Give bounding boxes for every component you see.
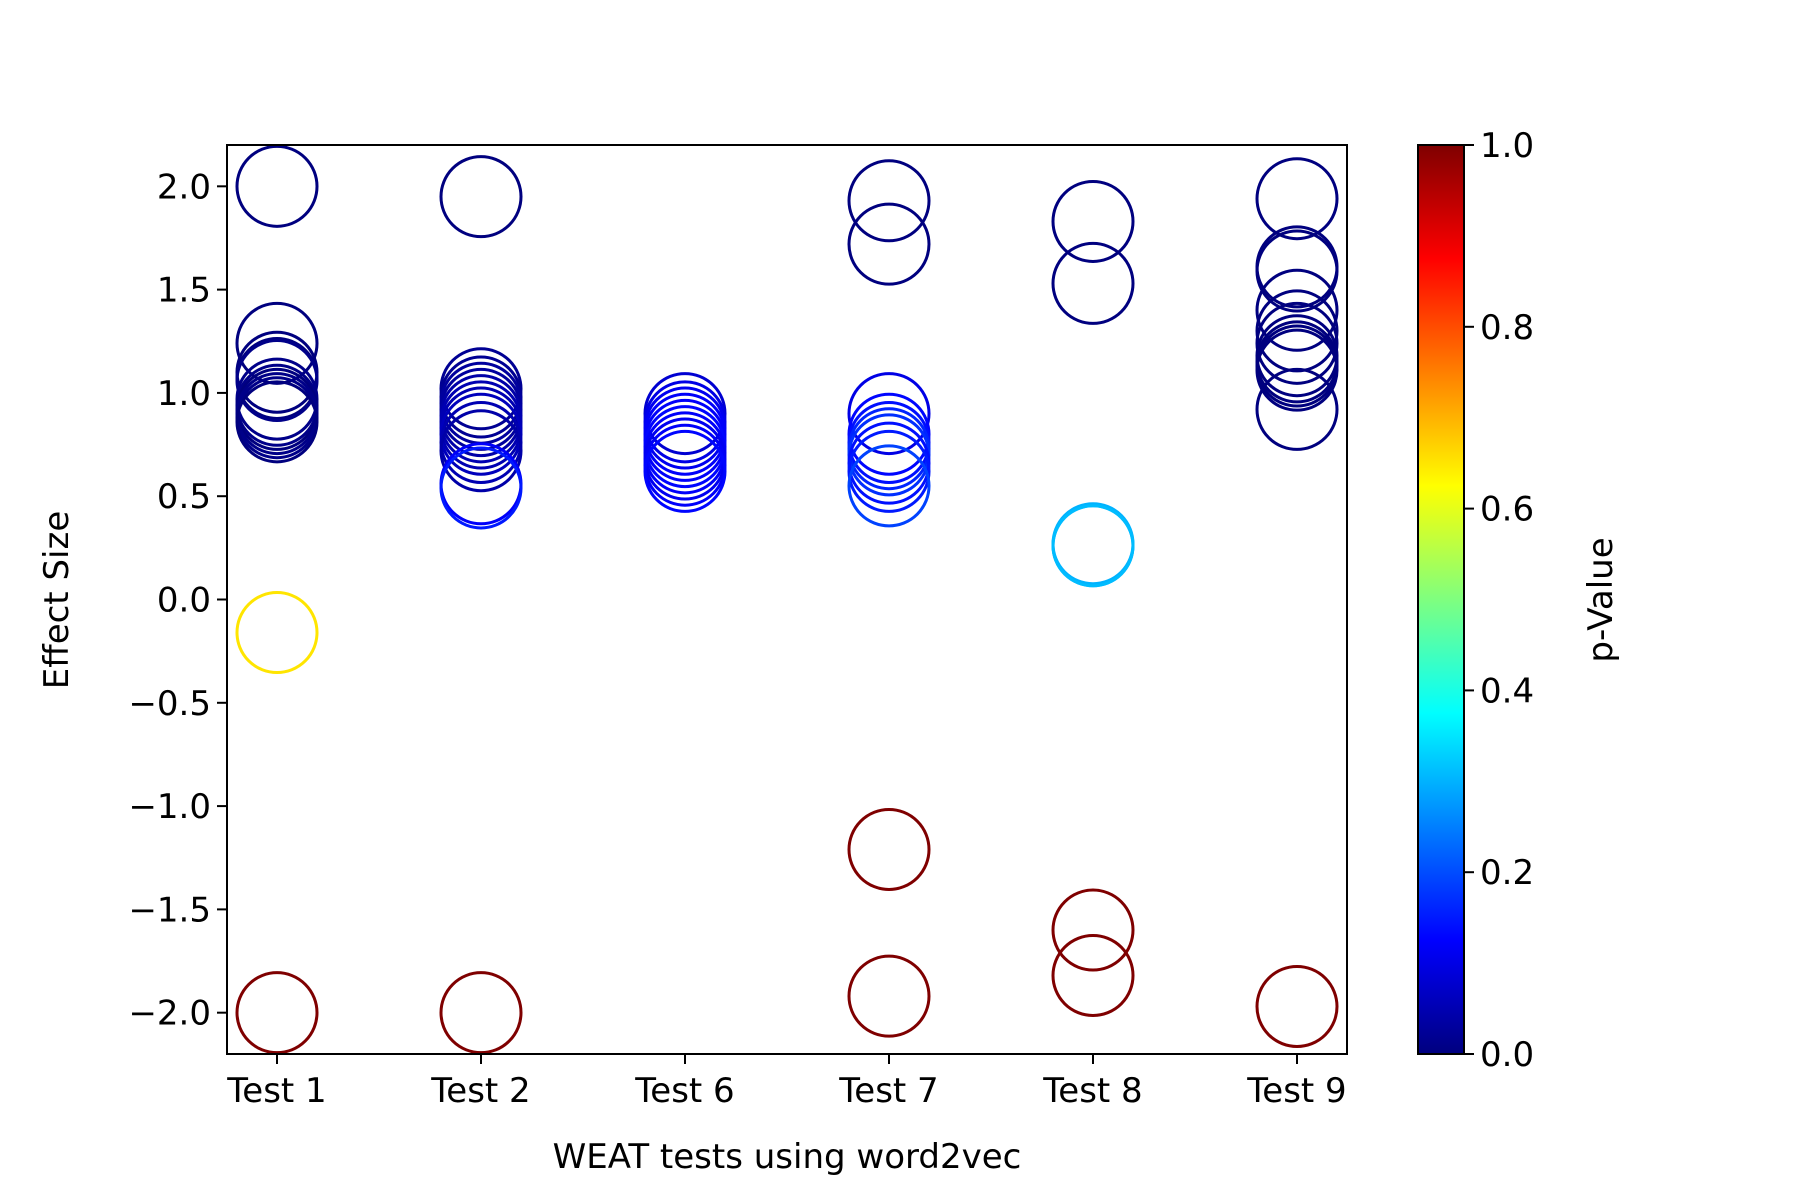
x-tick-label: Test 6 — [634, 1071, 734, 1111]
y-tick-label: −0.5 — [128, 684, 211, 724]
scatter-point — [847, 407, 931, 491]
scatter-point — [847, 954, 931, 1038]
scatter-point — [847, 807, 931, 891]
scatter-point — [1255, 367, 1339, 451]
scatter-point — [1255, 301, 1339, 385]
colorbar-label: p-Value — [1581, 537, 1621, 662]
scatter-point — [847, 444, 931, 528]
scatter-point — [1255, 320, 1339, 404]
scatter-point — [847, 429, 931, 513]
scatter-point — [439, 155, 523, 239]
colorbar-tick-label: 0.6 — [1480, 490, 1534, 530]
scatter-point — [1255, 324, 1339, 408]
scatter-point — [235, 591, 319, 675]
plot-area-frame — [226, 144, 1348, 1055]
x-tick-label: Test 2 — [430, 1071, 530, 1111]
scatter-point — [439, 971, 523, 1054]
scatter-point — [235, 380, 319, 464]
y-tick-label: −1.0 — [128, 787, 211, 827]
x-tick-label: Test 1 — [226, 1071, 326, 1111]
colorbar-tick-label: 1.0 — [1480, 126, 1534, 166]
scatter-point — [847, 372, 931, 456]
scatter-point — [1051, 504, 1135, 588]
colorbar-tick-label: 0.2 — [1480, 853, 1534, 893]
x-axis-ticks: Test 1 Test 2 Test 6 Test 7 Test 8 Test 9 — [226, 1054, 1347, 1111]
scatter-point — [439, 409, 523, 493]
scatter-point — [235, 339, 319, 423]
scatter-point — [235, 971, 319, 1054]
colorbar — [1417, 144, 1465, 1055]
scatter-point — [643, 429, 727, 513]
scatter-point — [1255, 157, 1339, 241]
x-tick-label: Test 7 — [838, 1071, 938, 1111]
y-tick-label: 0.0 — [157, 581, 211, 621]
scatter-point — [1051, 888, 1135, 972]
x-axis-label: WEAT tests using word2vec — [553, 1137, 1022, 1177]
scatter-point — [1255, 229, 1339, 313]
y-tick-label: 1.0 — [157, 374, 211, 414]
colorbar-tick-label: 0.4 — [1480, 671, 1534, 711]
colorbar-tick-label: 0.8 — [1480, 308, 1534, 348]
scatter-point — [1255, 268, 1339, 352]
x-tick-label: Test 9 — [1246, 1071, 1346, 1111]
y-tick-label: −1.5 — [128, 890, 211, 930]
y-tick-label: 1.5 — [157, 271, 211, 311]
y-axis-label: Effect Size — [37, 511, 77, 689]
y-tick-label: 0.5 — [157, 477, 211, 517]
scatter-point — [1255, 964, 1339, 1048]
scatter-point — [1255, 328, 1339, 412]
scatter-point — [1051, 933, 1135, 1017]
scatter-point — [439, 446, 523, 530]
scatter-points — [235, 145, 1339, 1054]
x-tick-label: Test 8 — [1042, 1071, 1142, 1111]
scatter-point — [1051, 179, 1135, 263]
scatter-point — [847, 202, 931, 286]
scatter-point — [1051, 241, 1135, 325]
scatter-point — [847, 159, 931, 243]
y-tick-label: 2.0 — [157, 167, 211, 207]
colorbar-tick-label: 0.0 — [1480, 1035, 1534, 1075]
scatter-point — [235, 145, 319, 228]
y-axis-ticks: 2.0 1.5 1.0 0.5 0.0 −0.5 −1.0 −1.5 −2.0 — [128, 167, 227, 1034]
colorbar-ticks: 1.0 0.8 0.6 0.4 0.2 0.0 — [1464, 126, 1534, 1075]
y-tick-label: −2.0 — [128, 994, 211, 1034]
